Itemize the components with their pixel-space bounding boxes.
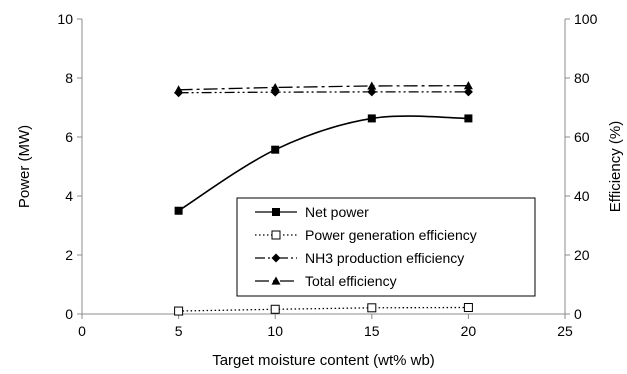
y-tick-label: 8 <box>65 70 73 86</box>
data-point <box>367 81 377 90</box>
legend: Net power Power generation efficiency NH3 … <box>236 197 536 297</box>
x-tick-label: 25 <box>557 323 573 339</box>
x-axis-title: Target moisture content (wt% wb) <box>212 352 435 369</box>
y2-tick-label: 60 <box>574 129 590 145</box>
legend-item: Total efficiency <box>255 273 397 289</box>
legend-item: Net power <box>255 204 369 220</box>
legend-label: Power generation efficiency <box>305 227 477 243</box>
legend-item: NH3 production efficiency <box>255 250 464 266</box>
data-point <box>174 306 184 316</box>
data-point <box>463 303 473 313</box>
series-0 <box>174 114 473 215</box>
series-line <box>178 85 469 91</box>
series-layer <box>174 81 473 316</box>
legend-marker <box>271 276 281 285</box>
legend-box <box>236 197 536 297</box>
series-line <box>178 115 469 212</box>
y2-tick-label: 40 <box>574 188 590 204</box>
data-point <box>463 81 473 90</box>
y2-tick-label: 20 <box>574 247 590 263</box>
data-point <box>463 87 473 97</box>
x-tick-label: 20 <box>461 323 477 339</box>
data-point <box>174 206 183 215</box>
legend-marker <box>271 230 281 240</box>
x-tick-label: 10 <box>267 323 283 339</box>
legend-marker <box>272 208 280 216</box>
data-point <box>271 145 280 154</box>
x-tick-label: 5 <box>175 323 183 339</box>
series-1 <box>174 303 473 316</box>
series-3 <box>174 81 473 94</box>
y-tick-label: 2 <box>65 247 73 263</box>
data-point <box>367 303 377 313</box>
series-line <box>178 91 469 94</box>
x-tick-label: 15 <box>364 323 380 339</box>
y2-tick-label: 80 <box>574 70 590 86</box>
legend-label: Total efficiency <box>305 273 397 289</box>
legend-marker <box>271 253 281 263</box>
data-point <box>367 87 377 97</box>
y2-tick-label: 100 <box>574 11 598 27</box>
series-2 <box>174 87 473 98</box>
y-tick-label: 0 <box>65 306 73 322</box>
y-tick-label: 10 <box>57 11 73 27</box>
x-tick-label: 0 <box>78 323 86 339</box>
y-tick-label: 4 <box>65 188 73 204</box>
legend-item: Power generation efficiency <box>255 227 477 243</box>
data-point <box>270 304 280 314</box>
legend-label: Net power <box>305 204 369 220</box>
series-line <box>178 306 469 312</box>
y2-tick-label: 0 <box>574 306 582 322</box>
data-point <box>174 85 184 94</box>
legend-label: NH3 production efficiency <box>305 250 464 266</box>
data-point <box>464 114 473 123</box>
y-tick-label: 6 <box>65 129 73 145</box>
y-axis-title: Power (MW) <box>16 125 33 208</box>
y2-axis-title: Efficiency (%) <box>607 121 624 212</box>
data-point <box>367 114 376 123</box>
data-point <box>270 82 280 92</box>
